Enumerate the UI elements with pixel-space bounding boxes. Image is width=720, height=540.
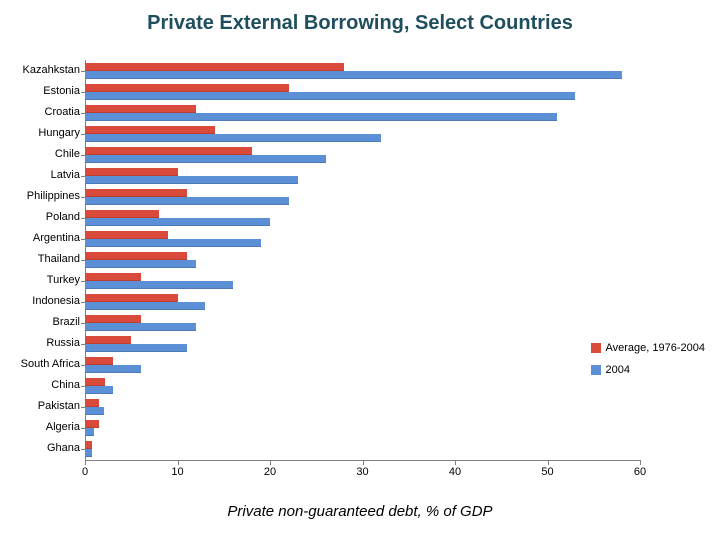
bar-avg xyxy=(85,189,187,197)
legend-swatch xyxy=(591,365,601,375)
bar-y2004 xyxy=(85,449,92,457)
bar-y2004 xyxy=(85,365,141,373)
bar-avg xyxy=(85,315,141,323)
legend-item: Average, 1976-2004 xyxy=(591,342,706,354)
bar-y2004 xyxy=(85,302,205,310)
x-tick-label: 60 xyxy=(625,466,655,478)
x-tick xyxy=(455,460,456,465)
bar-y2004 xyxy=(85,155,326,163)
x-tick-label: 20 xyxy=(255,466,285,478)
bar-y2004 xyxy=(85,176,298,184)
bar-avg xyxy=(85,84,289,92)
legend-label: Average, 1976-2004 xyxy=(606,342,706,354)
category-label: South Africa xyxy=(0,358,80,370)
bar-y2004 xyxy=(85,260,196,268)
bar-avg xyxy=(85,231,168,239)
bar-avg xyxy=(85,273,141,281)
bar-y2004 xyxy=(85,386,113,394)
bar-y2004 xyxy=(85,134,381,142)
category-label: Ghana xyxy=(0,442,80,454)
x-tick xyxy=(548,460,549,465)
legend-item: 2004 xyxy=(591,364,706,376)
bar-avg xyxy=(85,147,252,155)
category-label: Estonia xyxy=(0,85,80,97)
bar-avg xyxy=(85,126,215,134)
category-label: Argentina xyxy=(0,232,80,244)
x-tick xyxy=(270,460,271,465)
category-label: Russia xyxy=(0,337,80,349)
bar-y2004 xyxy=(85,428,94,436)
x-axis-title: Private non-guaranteed debt, % of GDP xyxy=(0,503,720,520)
category-label: Thailand xyxy=(0,253,80,265)
bar-y2004 xyxy=(85,197,289,205)
category-label: Kazahkstan xyxy=(0,64,80,76)
category-label: Pakistan xyxy=(0,400,80,412)
x-tick xyxy=(85,460,86,465)
category-label: Poland xyxy=(0,211,80,223)
legend-swatch xyxy=(591,343,601,353)
x-tick xyxy=(178,460,179,465)
category-label: Indonesia xyxy=(0,295,80,307)
category-label: Philippines xyxy=(0,190,80,202)
bar-y2004 xyxy=(85,344,187,352)
bar-avg xyxy=(85,210,159,218)
bar-y2004 xyxy=(85,92,575,100)
bar-y2004 xyxy=(85,281,233,289)
bar-y2004 xyxy=(85,239,261,247)
category-label: Chile xyxy=(0,148,80,160)
bar-y2004 xyxy=(85,71,622,79)
legend: Average, 1976-2004 2004 xyxy=(591,342,706,386)
legend-label: 2004 xyxy=(606,364,630,376)
category-label: Brazil xyxy=(0,316,80,328)
bar-y2004 xyxy=(85,407,104,415)
bar-avg xyxy=(85,399,99,407)
x-tick-label: 0 xyxy=(70,466,100,478)
bar-avg xyxy=(85,168,178,176)
category-label: Latvia xyxy=(0,169,80,181)
bar-avg xyxy=(85,378,105,386)
x-tick-label: 10 xyxy=(163,466,193,478)
bar-avg xyxy=(85,294,178,302)
bar-avg xyxy=(85,441,92,449)
category-label: Algeria xyxy=(0,421,80,433)
x-tick-label: 30 xyxy=(348,466,378,478)
x-tick-label: 40 xyxy=(440,466,470,478)
category-label: China xyxy=(0,379,80,391)
plot-area: 0102030405060KazahkstanEstoniaCroatiaHun… xyxy=(85,60,640,460)
category-label: Croatia xyxy=(0,106,80,118)
x-tick xyxy=(363,460,364,465)
category-label: Hungary xyxy=(0,127,80,139)
chart: 0102030405060KazahkstanEstoniaCroatiaHun… xyxy=(85,60,640,480)
x-tick-label: 50 xyxy=(533,466,563,478)
bar-y2004 xyxy=(85,218,270,226)
chart-title: Private External Borrowing, Select Count… xyxy=(0,12,720,35)
slide: Private External Borrowing, Select Count… xyxy=(0,0,720,540)
bar-avg xyxy=(85,252,187,260)
bar-y2004 xyxy=(85,323,196,331)
category-label: Turkey xyxy=(0,274,80,286)
x-tick xyxy=(640,460,641,465)
bar-avg xyxy=(85,420,99,428)
bar-avg xyxy=(85,105,196,113)
bar-avg xyxy=(85,63,344,71)
bar-y2004 xyxy=(85,113,557,121)
bar-avg xyxy=(85,336,131,344)
bar-avg xyxy=(85,357,113,365)
